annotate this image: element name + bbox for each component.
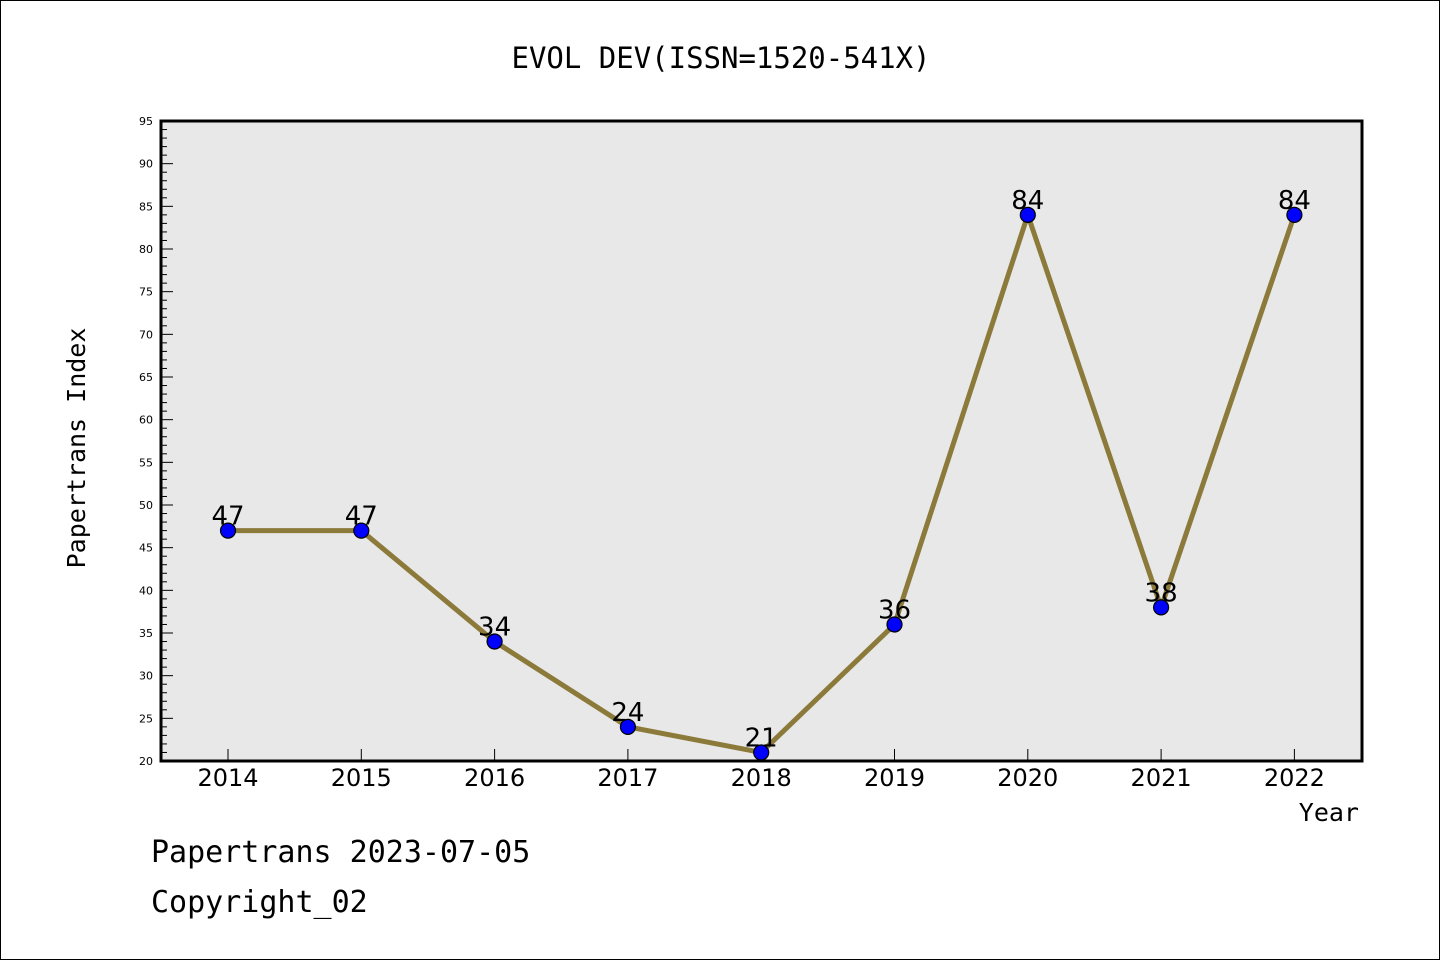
y-tick-label: 90 (139, 158, 153, 171)
x-tick-label: 2020 (997, 764, 1058, 792)
data-point (753, 744, 770, 761)
x-tick-label: 2021 (1131, 764, 1192, 792)
chart-title: EVOL DEV(ISSN=1520-541X) (511, 41, 930, 75)
y-tick-label: 25 (139, 712, 153, 725)
data-point (353, 522, 370, 539)
data-label: 47 (211, 502, 244, 532)
data-label: 84 (1278, 186, 1311, 216)
data-label: 84 (1011, 186, 1044, 216)
series-group: 47 47 34 24 21 36 84 38 84 (211, 186, 1311, 761)
x-tick-label: 2016 (464, 764, 525, 792)
y-tick-label: 70 (139, 328, 153, 341)
data-point (619, 718, 637, 735)
x-tick-label: 2015 (331, 764, 392, 792)
x-tick-label: 2017 (597, 764, 658, 792)
data-label: 36 (878, 595, 911, 625)
data-point (219, 522, 237, 539)
y-axis-label: Papertrans Index (62, 328, 91, 569)
y-tick-label: 65 (139, 371, 153, 384)
plot-area (159, 119, 1364, 763)
y-tick-label: 50 (139, 499, 153, 512)
y-tick-label: 20 (139, 755, 153, 768)
y-tick-label: 45 (139, 542, 153, 555)
y-tick-label: 40 (139, 584, 153, 597)
data-point (886, 616, 903, 633)
data-point (1152, 599, 1170, 616)
y-tick-label: 60 (139, 414, 153, 427)
y-tick-label: 80 (139, 243, 153, 256)
footer-copyright: Copyright_02 (151, 885, 368, 920)
x-tick-label: 2022 (1264, 764, 1325, 792)
data-label: 47 (345, 502, 378, 532)
y-tick-label: 75 (139, 286, 153, 299)
y-tick-label: 95 (139, 115, 153, 128)
data-label: 38 (1145, 578, 1178, 608)
x-tick-label: 2018 (731, 764, 792, 792)
data-label: 34 (478, 613, 511, 643)
y-tick-label: 85 (139, 200, 153, 213)
x-tick-label: 2014 (197, 764, 258, 792)
x-tick-label: 2019 (864, 764, 925, 792)
data-point (486, 633, 503, 650)
y-tick-label: 55 (139, 456, 153, 469)
data-label: 24 (611, 698, 644, 728)
footer-date-line: Papertrans 2023-07-05 (151, 835, 531, 870)
data-point (1286, 206, 1303, 223)
y-tick-label: 30 (139, 670, 153, 683)
x-axis-label: Year (1299, 798, 1359, 827)
data-label: 21 (745, 723, 778, 753)
y-axis: 20 25 30 35 40 45 50 55 60 65 70 75 80 85 90 95 (139, 115, 173, 768)
x-axis: 2014 2015 2016 2017 2018 2019 2020 2021 2022 (197, 749, 1325, 792)
data-point (1019, 206, 1036, 223)
y-tick-label: 35 (139, 627, 153, 640)
